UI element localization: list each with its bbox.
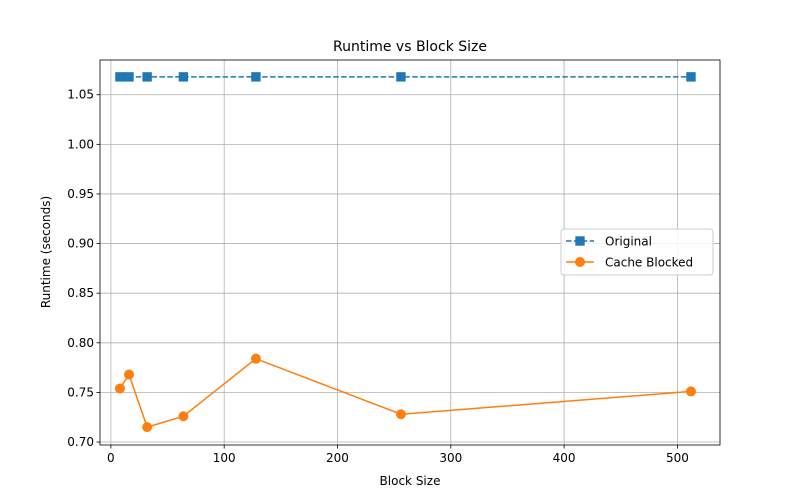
- data-point-cache-blocked: [114, 383, 125, 394]
- data-point-original: [178, 72, 189, 82]
- tick-labels: 0 100 200 300 400 500 0.70 0.75 0.80 0.85 0.90 0.95…: [67, 88, 689, 465]
- data-point-cache-blocked: [142, 422, 153, 433]
- data-point-original: [124, 72, 134, 82]
- x-tick-label: 0: [107, 451, 115, 465]
- x-tick-label: 100: [213, 451, 236, 465]
- y-axis-label: Runtime (seconds): [39, 196, 53, 308]
- chart-title: Runtime vs Block Size: [333, 39, 487, 55]
- y-tick-label: 1.05: [67, 88, 94, 102]
- x-tick-label: 200: [326, 451, 349, 465]
- legend-label-cache-blocked: Cache Blocked: [605, 256, 693, 270]
- y-tick-label: 0.95: [67, 187, 94, 201]
- legend: Original Cache Blocked: [560, 228, 714, 276]
- y-tick-label: 0.85: [67, 286, 94, 300]
- data-point-original: [142, 72, 152, 82]
- data-point-cache-blocked: [250, 353, 261, 364]
- series-layer: [114, 72, 696, 433]
- legend-marker-cache-blocked: [575, 257, 585, 267]
- data-point-cache-blocked: [178, 411, 189, 422]
- y-tick-label: 0.90: [67, 237, 94, 251]
- data-point-original: [396, 72, 406, 82]
- y-tick-label: 0.80: [67, 336, 94, 350]
- data-point-cache-blocked: [395, 409, 406, 420]
- legend-entry-cache-blocked: Cache Blocked: [566, 256, 693, 270]
- x-tick-label: 500: [666, 451, 689, 465]
- axes: [96, 59, 721, 449]
- legend-entry-original: Original: [566, 235, 652, 249]
- x-axis-label: Block Size: [380, 474, 441, 488]
- data-point-original: [251, 72, 261, 82]
- series-original: [115, 72, 696, 82]
- x-tick-label: 300: [439, 451, 462, 465]
- data-point-cache-blocked: [685, 386, 696, 397]
- y-tick-label: 0.75: [67, 385, 94, 399]
- y-tick-label: 0.70: [67, 435, 94, 449]
- legend-marker-original: [575, 236, 585, 246]
- plot-frame: [99, 59, 721, 446]
- series-cache-blocked: [114, 353, 696, 433]
- y-tick-label: 1.00: [67, 137, 94, 151]
- legend-label-original: Original: [605, 235, 652, 249]
- data-point-cache-blocked: [124, 369, 135, 380]
- legend-box: [560, 228, 714, 276]
- data-point-original: [115, 72, 125, 82]
- data-point-original: [686, 72, 696, 82]
- x-tick-label: 400: [553, 451, 576, 465]
